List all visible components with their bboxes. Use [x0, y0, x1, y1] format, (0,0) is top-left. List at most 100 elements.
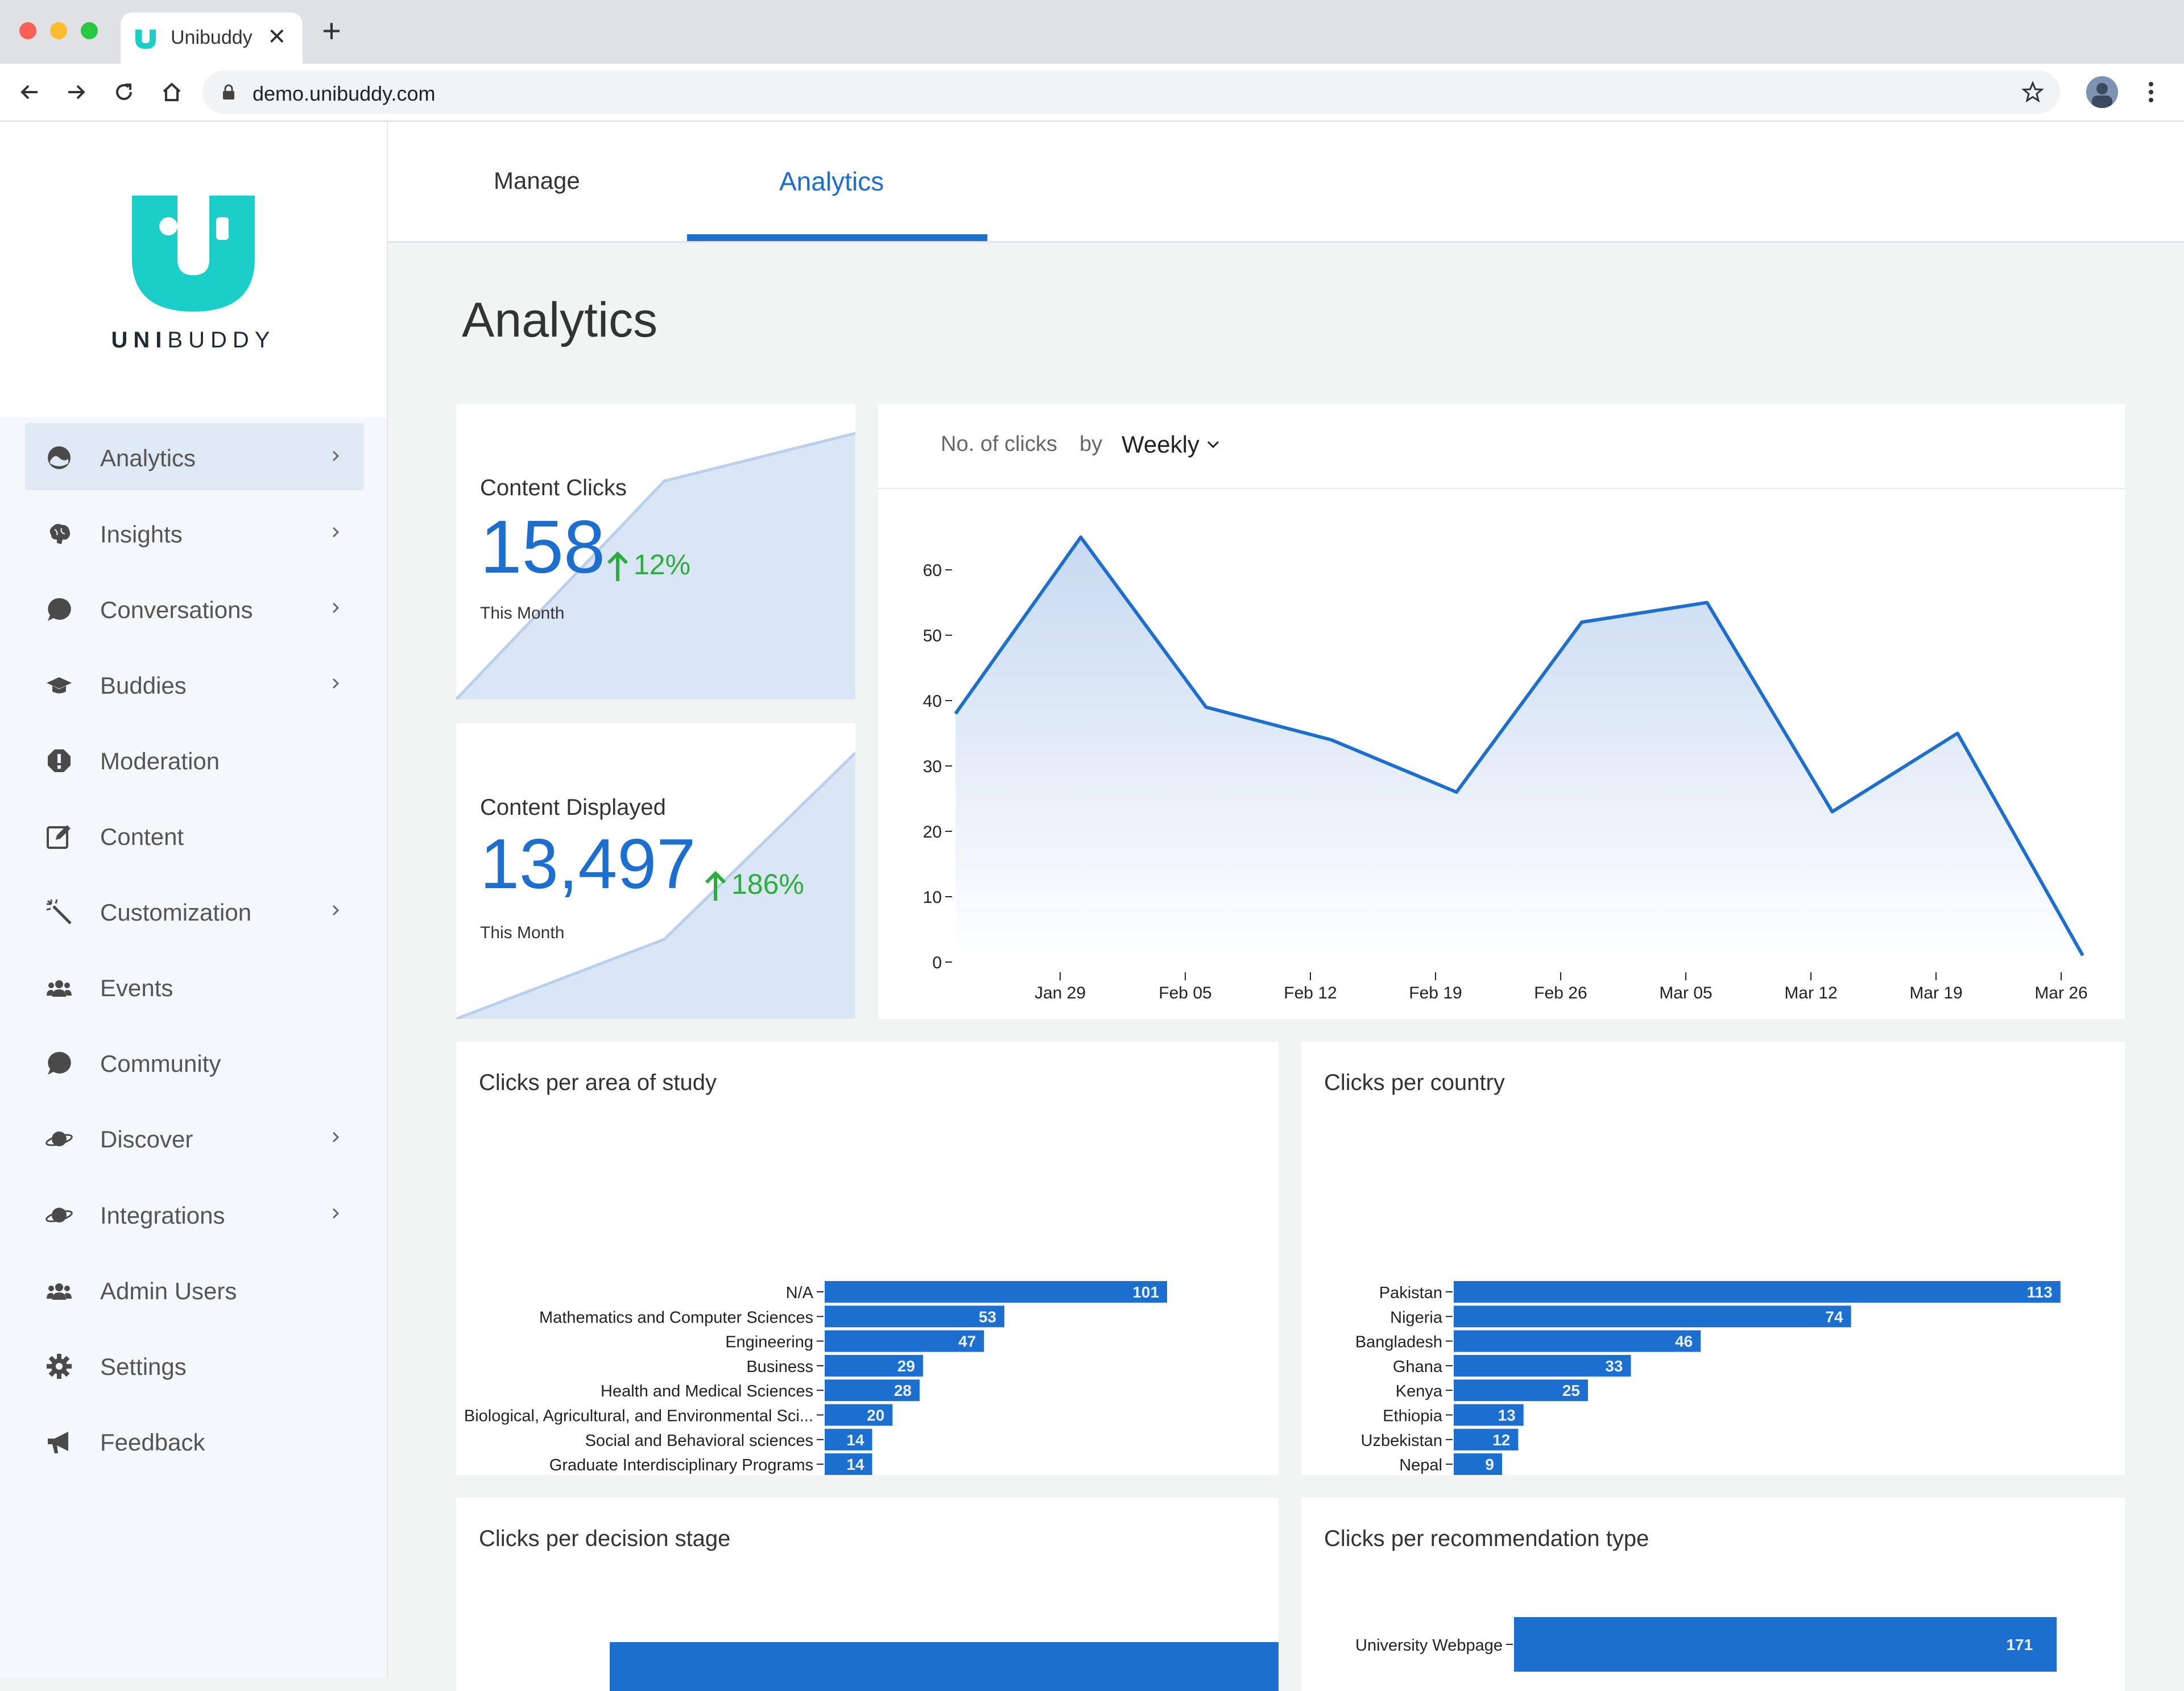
sidebar-item-community[interactable]: Community [25, 1029, 364, 1096]
sidebar-item-label: Moderation [100, 748, 220, 774]
bar-value-label: 47 [958, 1333, 976, 1350]
tab-close-icon[interactable]: ✕ [267, 24, 287, 49]
sidebar-item-settings[interactable]: Settings [25, 1332, 364, 1399]
chat-bubble-icon [48, 1051, 71, 1075]
bar-value-label: 29 [897, 1357, 915, 1375]
bar-value-label: 20 [867, 1407, 884, 1424]
bar [825, 1379, 920, 1402]
x-tick-label: Mar 26 [2034, 984, 2087, 1002]
chart-title: Clicks per recommendation type [1324, 1526, 1649, 1551]
sidebar-item-label: Feedback [100, 1429, 205, 1456]
chart-metric-label: No. of clicks [941, 432, 1057, 456]
unibuddy-logo-icon[interactable] [125, 191, 262, 316]
more-vertical-icon[interactable] [2141, 78, 2161, 106]
bookmark-star-icon[interactable] [2021, 81, 2044, 103]
sidebar-item-label: Settings [100, 1353, 187, 1380]
bar-value-label: 25 [1562, 1382, 1580, 1399]
url-text[interactable]: demo.unibuddy.com [253, 82, 436, 105]
minimize-window-button[interactable] [50, 22, 67, 39]
profile-avatar[interactable] [2086, 76, 2118, 108]
bar-value-label: 13 [1498, 1407, 1516, 1424]
category-label: Ghana [1393, 1358, 1443, 1376]
interval-select[interactable]: Weekly [1122, 431, 1199, 458]
arrow-up-icon [705, 871, 726, 901]
bar [825, 1404, 893, 1426]
tab-analytics[interactable]: Analytics [779, 167, 884, 196]
maximize-window-button[interactable] [81, 22, 98, 39]
new-tab-button[interactable]: + [322, 13, 341, 49]
arrow-up-icon [607, 551, 628, 581]
content-displayed-card: Content Displayed 13,497 186% This Month [456, 723, 855, 1019]
chevron-down-icon[interactable] [1206, 440, 1221, 449]
bar-value-label: 113 [2027, 1283, 2053, 1301]
browser-toolbar: demo.unibuddy.com [0, 64, 2184, 122]
sidebar-item-content[interactable]: Content [25, 802, 364, 869]
category-label: Mathematics and Computer Sciences [539, 1308, 813, 1327]
home-icon[interactable] [159, 80, 184, 105]
gauge-icon [48, 446, 71, 469]
series-line [954, 535, 2084, 956]
sidebar-item-customization[interactable]: Customization [25, 877, 364, 944]
active-tab-indicator [687, 234, 987, 241]
graduation-cap-icon [47, 677, 72, 694]
stat-value: 158 [480, 505, 606, 588]
bar [610, 1642, 1279, 1691]
bar [1454, 1354, 1631, 1377]
sidebar-item-integrations[interactable]: Integrations [25, 1180, 364, 1247]
tab-title: Unibuddy [171, 27, 253, 48]
reload-icon[interactable] [111, 80, 136, 105]
x-tick-label: Feb 26 [1534, 984, 1587, 1002]
back-arrow-icon[interactable] [17, 80, 42, 105]
browser-tab-strip: Unibuddy ✕ + [0, 0, 2184, 64]
bar [1454, 1281, 2061, 1303]
clicks-line-chart-card: No. of clicks by Weekly 0 10 20 30 40 50 60 Jan… [878, 404, 2125, 1019]
category-label: Uzbekistan [1361, 1432, 1442, 1450]
main-content: Manage Analytics Analytics Content Click… [388, 122, 2184, 1691]
bar [825, 1428, 872, 1450]
stat-value: 13,497 [480, 825, 696, 903]
bar-value-label: 9 [1485, 1456, 1494, 1473]
sidebar-item-label: Content [100, 823, 184, 850]
bar-value-label: 101 [1132, 1283, 1159, 1301]
bar [1454, 1330, 1701, 1352]
chevron-right-icon [332, 450, 340, 462]
users-icon [47, 980, 72, 997]
sidebar-item-feedback[interactable]: Feedback [25, 1407, 364, 1474]
sidebar-item-moderation[interactable]: Moderation [25, 726, 364, 793]
y-tick-label: 40 [923, 692, 942, 711]
forward-arrow-icon[interactable] [64, 80, 89, 105]
sidebar-item-analytics[interactable]: Analytics [25, 423, 364, 490]
chevron-right-icon [332, 1132, 340, 1143]
sidebar-item-label: Buddies [100, 672, 187, 699]
close-window-button[interactable] [19, 22, 36, 39]
sidebar-item-label: Events [100, 975, 173, 1001]
x-tick-label: Feb 05 [1159, 984, 1211, 1002]
browser-tab[interactable]: Unibuddy ✕ [121, 13, 303, 64]
planet-icon [46, 1132, 73, 1146]
sidebar-item-admin-users[interactable]: Admin Users [25, 1256, 364, 1323]
bar [825, 1281, 1167, 1303]
bar-value-label: 46 [1675, 1333, 1693, 1350]
category-label: Engineering [725, 1333, 813, 1352]
sidebar-item-discover[interactable]: Discover [25, 1104, 364, 1171]
category-label: Bangladesh [1355, 1333, 1442, 1352]
area-fill [956, 537, 2083, 962]
bar-value-label: 28 [894, 1382, 912, 1399]
sidebar-item-insights[interactable]: Insights [25, 499, 364, 566]
recommendation-card: Clicks per recommendation type Universit… [1301, 1498, 2125, 1691]
magic-wand-icon [46, 899, 72, 925]
section-tabs: Manage Analytics [388, 122, 2184, 243]
sidebar-item-conversations[interactable]: Conversations [25, 575, 364, 642]
planet-icon [46, 1208, 73, 1222]
chart-title: Clicks per decision stage [479, 1526, 731, 1551]
tab-manage[interactable]: Manage [494, 167, 580, 194]
sidebar-item-buddies[interactable]: Buddies [25, 650, 364, 718]
category-label: Social and Behavioral sciences [585, 1432, 813, 1450]
address-bar[interactable]: demo.unibuddy.com [202, 71, 2060, 114]
brain-icon [49, 524, 71, 544]
sidebar-item-events[interactable]: Events [25, 953, 364, 1020]
bar-value-label: 14 [846, 1431, 864, 1449]
decision-stage-card: Clicks per decision stage [456, 1498, 1279, 1691]
x-tick-label: Mar 19 [1909, 984, 1962, 1002]
category-label: University Webpage [1355, 1636, 1503, 1655]
